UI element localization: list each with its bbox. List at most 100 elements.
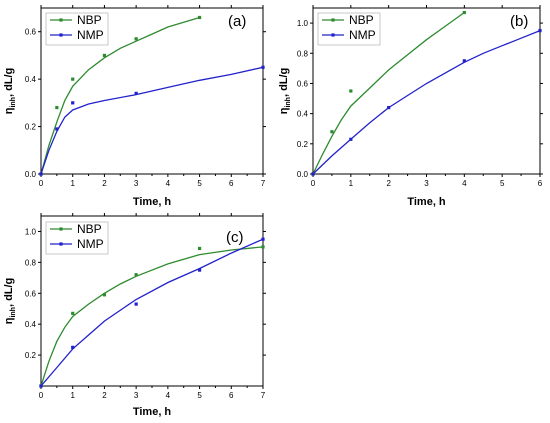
nmp-data-point xyxy=(349,137,353,141)
nbp-data-point xyxy=(55,106,59,110)
x-tick-label: 6 xyxy=(229,179,234,188)
legend-label-nmp: NMP xyxy=(77,237,104,251)
y-tick-label: 0.2 xyxy=(25,123,37,132)
x-tick-label: 5 xyxy=(197,179,202,188)
y-axis-label: ηinh, dL/g xyxy=(3,278,17,325)
nbp-fit-line xyxy=(312,11,465,175)
x-tick-label: 6 xyxy=(538,179,543,188)
nbp-data-point xyxy=(71,311,75,315)
x-tick-label: 3 xyxy=(424,179,429,188)
y-axis-label: ηinh, dL/g xyxy=(3,68,17,115)
x-axis-label: Time, h xyxy=(407,196,446,208)
legend-marker-nbp xyxy=(331,18,335,22)
y-tick-label: 1.0 xyxy=(25,227,37,236)
nmp-data-point xyxy=(71,101,75,105)
legend-box xyxy=(45,12,109,46)
y-tick-label: 0.4 xyxy=(25,320,37,329)
nmp-fit-line xyxy=(40,238,264,387)
y-tick-label: 0.6 xyxy=(25,28,37,37)
legend-marker-nbp xyxy=(59,227,63,231)
x-tick-label: 7 xyxy=(261,391,266,400)
legend-marker-nbp xyxy=(59,18,63,22)
nbp-data-point xyxy=(71,77,75,81)
panel-b: 0 1 2 3 4 5 6 0.0 0.2 0.4 0.6 0.8 1.0 Time, h ηinh, dL… xyxy=(278,5,543,208)
x-tick-label: 0 xyxy=(39,179,44,188)
x-tick-label: 4 xyxy=(166,391,171,400)
panel-a: 0 1 2 3 4 5 6 7 0.0 0.2 0.4 0.6 Time, h ηinh, dL/g (a)… xyxy=(3,5,266,208)
legend-marker-nmp xyxy=(59,33,63,37)
nmp-data-point xyxy=(134,91,138,95)
nmp-data-point xyxy=(538,29,542,33)
nbp-data-point xyxy=(197,246,202,251)
nbp-data-point xyxy=(462,10,466,15)
x-tick-label: 4 xyxy=(166,179,171,188)
legend-label-nmp: NMP xyxy=(349,28,376,42)
x-tick-label: 5 xyxy=(500,179,505,188)
nbp-data-point xyxy=(102,53,107,58)
nmp-data-point xyxy=(462,59,466,63)
x-axis-label: Time, h xyxy=(133,406,172,418)
nmp-data-point xyxy=(197,268,202,272)
plot-frame xyxy=(312,7,541,175)
x-tick-label: 2 xyxy=(102,391,107,400)
y-axis-label: ηinh, dL/g xyxy=(278,68,292,115)
x-tick-label: 1 xyxy=(70,179,75,188)
x-tick-label: 2 xyxy=(102,179,107,188)
x-tick-label: 1 xyxy=(70,391,75,400)
panel-c: 0 1 2 3 4 5 6 7 0.2 0.4 0.6 0.8 1.0 Time, h ηinh, dL/g… xyxy=(3,213,266,418)
nbp-fit-line xyxy=(40,246,264,387)
x-tick-label: 3 xyxy=(134,179,139,188)
nbp-data-point xyxy=(102,293,107,297)
nmp-data-point xyxy=(261,65,265,69)
nbp-data-point xyxy=(349,89,353,93)
panel-label: (a) xyxy=(228,13,246,30)
nmp-data-point xyxy=(39,172,43,176)
nmp-fit-line xyxy=(40,66,264,175)
legend-label-nmp: NMP xyxy=(77,28,104,42)
legend-marker-nmp xyxy=(331,33,335,37)
nmp-data-point xyxy=(134,302,138,306)
x-tick-label: 5 xyxy=(197,391,202,400)
x-tick-label: 1 xyxy=(349,179,354,188)
y-tick-label: 0.8 xyxy=(297,49,309,58)
legend-label-nbp: NBP xyxy=(349,13,374,27)
x-tick-label: 0 xyxy=(39,391,44,400)
y-tick-label: 0.0 xyxy=(297,170,309,179)
nbp-data-point xyxy=(134,273,138,277)
nmp-data-point xyxy=(55,127,59,131)
nmp-data-point xyxy=(311,172,315,176)
y-tick-label: 0.2 xyxy=(297,140,309,149)
x-tick-label: 2 xyxy=(386,179,391,188)
legend-box xyxy=(45,221,109,255)
nmp-data-point xyxy=(387,106,391,110)
x-tick-label: 7 xyxy=(261,179,266,188)
nbp-data-point xyxy=(330,130,334,134)
y-tick-label: 0.8 xyxy=(25,258,37,267)
panel-label: (c) xyxy=(226,229,244,246)
y-tick-label: 0.4 xyxy=(297,110,309,119)
nbp-fit-line xyxy=(40,16,200,175)
legend-label-nbp: NBP xyxy=(77,222,102,236)
nbp-data-point xyxy=(134,37,138,41)
nmp-data-point xyxy=(261,237,265,241)
x-tick-label: 0 xyxy=(311,179,316,188)
y-tick-label: 0.0 xyxy=(25,170,37,179)
nbp-data-point xyxy=(261,245,265,249)
legend-box xyxy=(317,12,381,46)
y-tick-label: 0.6 xyxy=(25,289,37,298)
x-tick-label: 3 xyxy=(134,391,139,400)
y-tick-label: 1.0 xyxy=(297,19,309,28)
x-axis-label: Time, h xyxy=(133,196,172,208)
nbp-data-point xyxy=(197,15,202,20)
nmp-data-point xyxy=(39,384,43,388)
legend-label-nbp: NBP xyxy=(77,13,102,27)
legend-marker-nmp xyxy=(59,242,63,246)
y-tick-label: 0.2 xyxy=(25,351,37,360)
y-tick-label: 0.6 xyxy=(297,79,309,88)
x-tick-label: 4 xyxy=(462,179,467,188)
y-tick-label: 0.4 xyxy=(25,75,37,84)
nmp-data-point xyxy=(71,345,75,349)
x-tick-label: 6 xyxy=(229,391,234,400)
panel-label: (b) xyxy=(510,13,528,30)
